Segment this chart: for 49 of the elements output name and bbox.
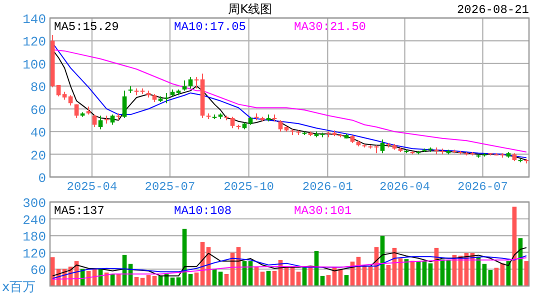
y-axis-title: x百万 [2, 280, 36, 295]
y-tick-label: 40 [30, 126, 46, 141]
text: 2026-08-21 [456, 3, 529, 17]
text: MA30:21.50 [294, 20, 366, 34]
y-tick-label: 120 [22, 246, 46, 262]
text: MA10:108 [174, 204, 232, 218]
x-tick-label: 2025-04 [66, 180, 118, 194]
text: MA30:101 [294, 204, 352, 218]
y-tick-label: 60 [30, 263, 46, 278]
y-tick-label: 80 [30, 80, 46, 96]
x-tick-label: 2026-04 [380, 180, 430, 194]
candlestick [74, 104, 79, 118]
text: MA5:137 [54, 204, 104, 218]
candlestick [122, 90, 127, 118]
candlestick [56, 84, 61, 97]
bar [296, 272, 301, 286]
y-tick-label: 240 [22, 212, 46, 228]
x-tick-label: 2025-10 [224, 180, 274, 194]
bar [386, 265, 391, 286]
candlestick [182, 80, 187, 92]
candlestick [110, 114, 115, 126]
candlestick [230, 116, 235, 129]
x-tick-label: 2026-07 [458, 180, 508, 194]
chart-title: 周K线图 [228, 2, 272, 16]
x-tick-label: 2025-07 [144, 180, 196, 194]
bar [428, 263, 433, 286]
candlestick [92, 114, 97, 128]
line-series [52, 247, 527, 276]
y-tick-label: 100 [22, 57, 46, 72]
y-tick-label: 140 [22, 12, 46, 27]
y-tick-label: 20 [30, 148, 46, 164]
y-tick-label: 300 [22, 196, 46, 211]
bar [488, 270, 493, 286]
bar [482, 264, 487, 286]
candlestick [278, 120, 283, 132]
y-tick-label: 180 [22, 230, 46, 245]
candlestick [380, 139, 385, 154]
bar [194, 272, 199, 286]
y-tick-label: 120 [22, 34, 46, 50]
y-tick-label: 0 [38, 171, 46, 186]
text: MA10:17.05 [174, 20, 246, 34]
bar [524, 261, 529, 286]
bar [260, 272, 265, 286]
y-tick-label: 60 [30, 102, 46, 118]
candlestick [98, 115, 103, 130]
bar [218, 272, 223, 286]
x-tick-label: 2026-01 [302, 180, 353, 194]
bar [368, 266, 373, 286]
series-label: MA5:15.29 [54, 20, 119, 34]
